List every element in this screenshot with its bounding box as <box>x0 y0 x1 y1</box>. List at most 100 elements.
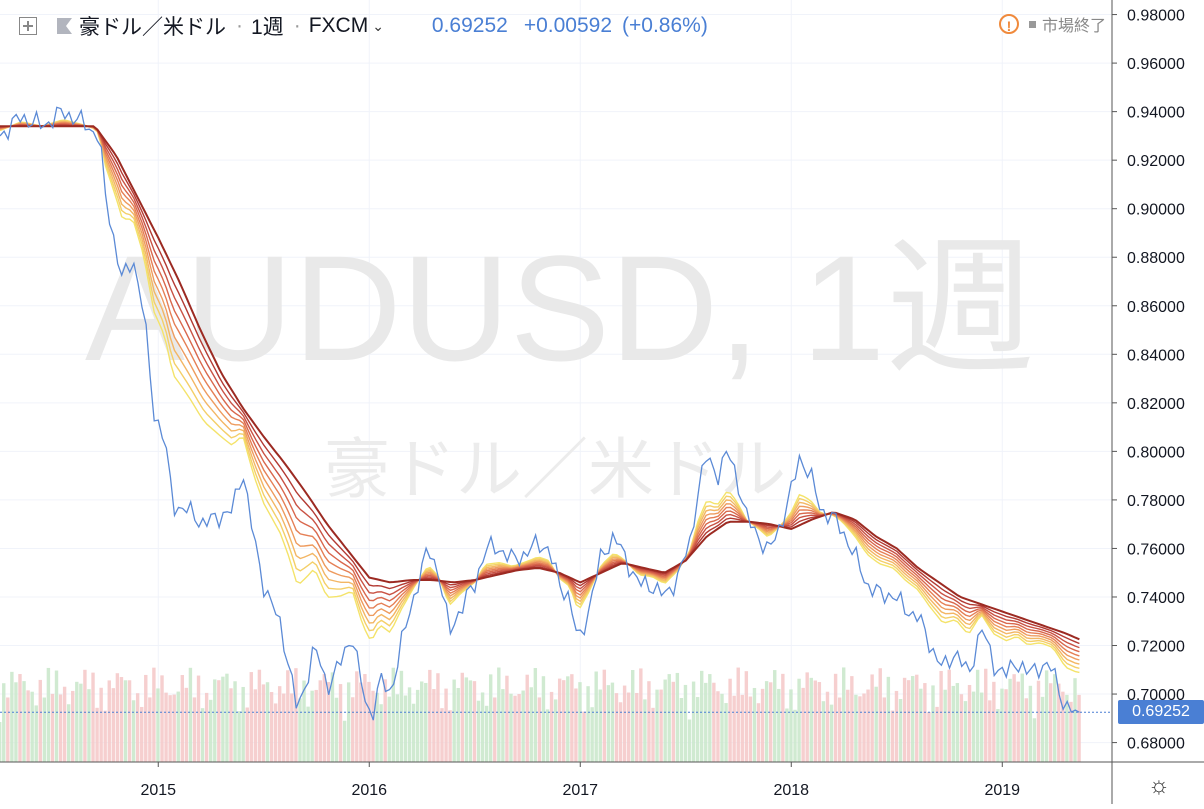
volume-bar <box>1073 678 1077 762</box>
volume-bar <box>862 693 866 762</box>
volume-bar <box>655 689 659 762</box>
volume-bar <box>188 667 193 762</box>
volume-bar <box>667 674 671 762</box>
y-tick-label: 0.96000 <box>1127 56 1185 73</box>
volume-bar <box>363 674 367 762</box>
y-tick-label: 0.94000 <box>1127 105 1185 122</box>
symbol-name[interactable]: 豪ドル／米ドル <box>79 16 226 39</box>
status-square-icon <box>1028 20 1036 28</box>
moving-average-line <box>0 122 1080 657</box>
y-tick-label: 0.98000 <box>1127 8 1185 25</box>
volume-bar <box>553 699 558 762</box>
y-tick-label: 0.68000 <box>1127 736 1185 753</box>
square-plus-icon[interactable] <box>19 17 37 35</box>
volume-bar <box>732 695 736 762</box>
volume-bar <box>468 680 473 762</box>
volume-bar <box>610 682 615 762</box>
volume-bar <box>282 693 286 762</box>
volume-bar <box>391 667 396 762</box>
volume-bar <box>497 667 501 762</box>
volume-bar <box>549 691 554 762</box>
volume-bar <box>606 685 611 762</box>
volume-bar <box>679 698 684 762</box>
volume-bar <box>659 689 663 762</box>
volume-bar <box>781 673 785 762</box>
price-line <box>0 106 1080 721</box>
x-tick-label: 2019 <box>984 782 1020 799</box>
volume-bar <box>760 688 765 762</box>
volume-bar <box>91 672 95 762</box>
volume-bar <box>833 673 838 762</box>
volume-bar <box>403 695 408 762</box>
moving-average-line <box>0 125 1080 641</box>
volume-bar <box>71 690 75 762</box>
volume-bar <box>947 669 951 762</box>
watermark: AUDUSD, 1週 豪ドル／米ドル <box>85 224 1035 506</box>
volume-bar <box>164 692 168 762</box>
volume-bar <box>476 700 481 762</box>
watermark-pair-name: 豪ドル／米ドル <box>324 432 786 506</box>
volume-bar <box>290 693 294 762</box>
volume-bar <box>123 680 128 762</box>
volume-bar <box>387 696 391 762</box>
volume-bar <box>671 681 675 762</box>
volume-bar <box>744 671 749 762</box>
volume-bar <box>310 690 314 762</box>
volume-bar <box>716 691 720 762</box>
volume-bar <box>866 689 870 762</box>
volume-bar <box>631 670 635 762</box>
volume-bar <box>931 685 935 762</box>
volume-bar <box>894 690 899 762</box>
volume-bar <box>58 694 63 762</box>
volume-bar <box>367 681 371 762</box>
volume-bar <box>1012 674 1016 762</box>
flag-icon[interactable] <box>57 18 72 34</box>
volume-bar <box>793 709 797 762</box>
volume-bar <box>452 679 456 762</box>
volume-bar <box>842 667 846 762</box>
volume-bar <box>314 689 318 762</box>
y-tick-label: 0.88000 <box>1127 250 1185 267</box>
volume-bar <box>99 687 103 762</box>
volume-bar <box>326 682 331 762</box>
volume-bar <box>959 694 964 762</box>
volume-bar <box>1048 683 1053 762</box>
volume-bar <box>493 697 497 762</box>
volume-bar <box>935 706 939 762</box>
moving-average-line <box>0 124 1080 649</box>
volume-bar <box>704 682 708 762</box>
volume-bar <box>651 707 655 762</box>
volume-bar <box>424 682 428 762</box>
volume-bar <box>38 679 42 762</box>
exclamation-circle-icon[interactable]: ! <box>998 14 1019 34</box>
separator-dot: · <box>293 14 301 37</box>
volume-bar <box>62 686 67 762</box>
volume-bar <box>355 671 359 762</box>
exchange-label[interactable]: FXCM <box>308 14 369 37</box>
volume-bar <box>898 699 903 762</box>
volume-bar <box>6 697 10 762</box>
volume-bar <box>209 699 213 762</box>
volume-bar <box>359 682 363 762</box>
volume-bar <box>66 704 71 762</box>
volume-bar <box>103 710 107 762</box>
volume-bar <box>882 697 887 762</box>
volume-bar <box>541 676 546 762</box>
volume-bar <box>699 670 704 762</box>
volume-bar <box>144 674 148 762</box>
chevron-down-icon[interactable]: ⌄ <box>372 17 384 34</box>
volume-bar <box>22 681 26 762</box>
grid-lines <box>0 0 1112 762</box>
volume-bar <box>939 670 943 762</box>
price-change-percent: (+0.86%) <box>622 14 708 37</box>
volume-bar <box>200 708 205 762</box>
gear-icon[interactable]: ☼ <box>1148 772 1170 799</box>
interval-label[interactable]: 1週 <box>251 16 284 39</box>
volume-bar <box>951 685 955 762</box>
volume-bar <box>75 681 79 762</box>
volume-bar <box>728 678 732 762</box>
volume-bar <box>140 706 144 762</box>
volume-bar <box>294 668 298 762</box>
